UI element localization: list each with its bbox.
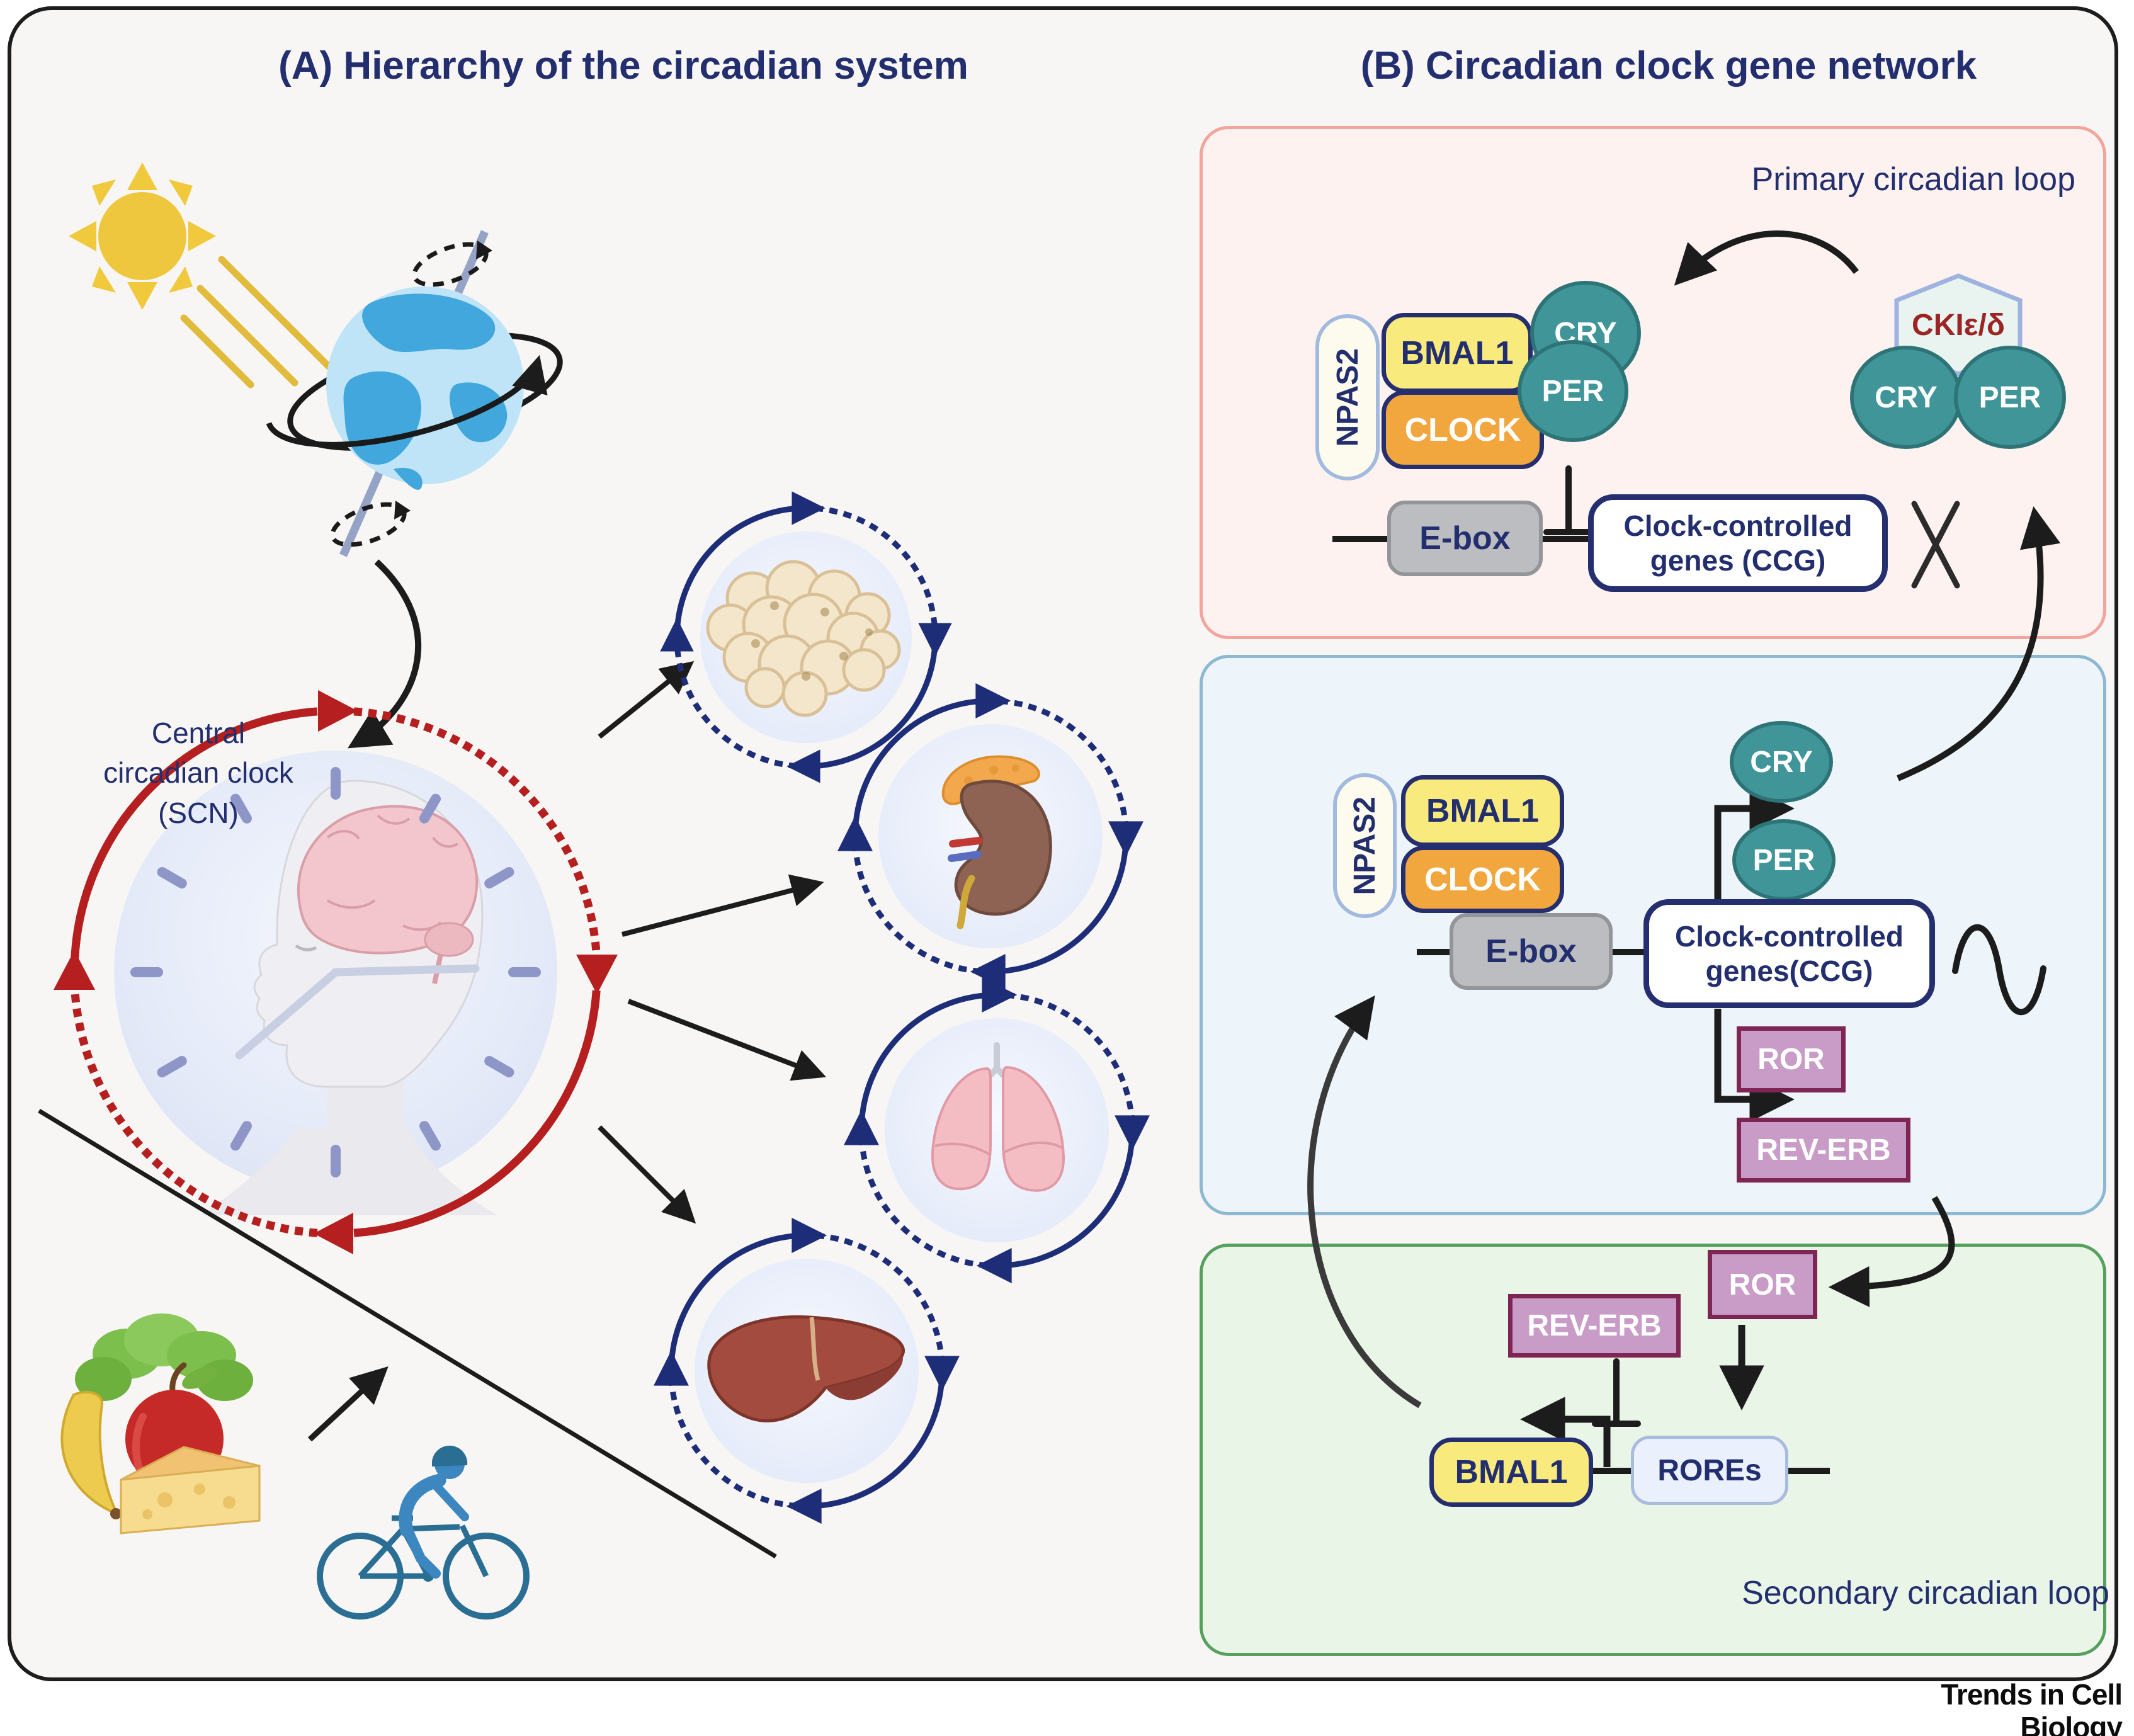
circadian-ring-icon — [54, 690, 618, 1254]
bmal1-box-core: BMAL1 — [1401, 775, 1564, 847]
scn-label-line1: Central — [151, 716, 246, 749]
ccg-box-primary: Clock-controlled genes (CCG) — [1588, 494, 1888, 592]
central-clock-icon — [54, 690, 618, 1254]
scn-label: Central circadian clock (SCN) — [76, 710, 321, 836]
npas2-box-primary: NPAS2 — [1315, 314, 1380, 480]
sun-icon — [69, 162, 332, 389]
oscillation-wave-icon — [1952, 924, 2046, 1015]
ccg-line2: genes (CCG) — [1650, 543, 1826, 577]
healthy-food-icon — [60, 1313, 261, 1535]
bmal1-box-primary: BMAL1 — [1382, 313, 1533, 393]
clock-box-core: CLOCK — [1401, 846, 1564, 913]
ror-box-core: ROR — [1737, 1026, 1846, 1092]
npas2-label: NPAS2 — [1331, 348, 1365, 447]
reverb-box-core: REV-ERB — [1737, 1118, 1910, 1183]
kidney-icon — [837, 683, 1144, 989]
reverb-to-secondary-arrow — [1828, 1196, 1955, 1307]
ccg-output-arrows — [1714, 786, 1795, 1122]
earth-rotation-icon — [266, 230, 563, 557]
ccg-box-core: Clock-controlled genes(CCG) — [1643, 899, 1935, 1008]
ccg-core-line2: genes(CCG) — [1705, 954, 1873, 987]
ebox-box-primary: E-box — [1387, 501, 1543, 576]
ccg-core-line1: Clock-controlled — [1675, 920, 1904, 953]
clock-to-organ-arrows — [598, 661, 827, 1224]
per-ellipse-cytoplasm: PER — [1954, 346, 2066, 449]
lungs-icon — [844, 977, 1150, 1283]
ebox-box-core: E-box — [1450, 913, 1613, 990]
bmal1-feedback-arrow — [1307, 995, 1422, 1409]
inhibition-tbar-secondary — [1592, 1358, 1641, 1427]
kinase-label: CKIε/δ — [1912, 309, 2005, 343]
scn-label-line2: circadian clock — [103, 756, 293, 790]
adipose-tissue-icon — [660, 491, 952, 783]
clock-ticks — [130, 767, 541, 1177]
secondary-loop-label: Secondary circadian loop — [1742, 1574, 2109, 1611]
lifestyle-to-clock-arrow — [307, 1366, 389, 1442]
complex-to-nucleus-arrow — [1674, 230, 1859, 286]
panel-b-title: (B) Circadian clock gene network — [1360, 44, 1977, 88]
transcription-arrow — [1520, 1397, 1611, 1467]
ror-box-secondary: ROR — [1708, 1250, 1817, 1319]
blocked-x-icon — [1911, 501, 1960, 589]
inhibition-tbar-primary — [1543, 465, 1594, 535]
rores-box: ROREs — [1631, 1436, 1788, 1505]
cryper-translocation-arrow — [1897, 506, 2061, 781]
panel-a-title: (A) Hierarchy of the circadian system — [278, 44, 968, 88]
primary-loop-label: Primary circadian loop — [1751, 161, 2075, 198]
cyclist-icon — [317, 1445, 530, 1620]
clock-box-primary: CLOCK — [1382, 390, 1544, 469]
ccg-line1: Clock-controlled — [1623, 509, 1853, 543]
journal-name: Trends in Cell Biology — [1941, 1678, 2123, 1736]
per-ellipse-core: PER — [1732, 819, 1836, 901]
earth-to-clock-arrow — [348, 559, 421, 749]
reverb-box-secondary: REV-ERB — [1508, 1294, 1681, 1358]
separator-line — [38, 1109, 777, 1558]
human-brain-icon — [201, 780, 497, 1215]
bmal1-box-secondary: BMAL1 — [1429, 1438, 1593, 1507]
clock-hands — [235, 964, 480, 1060]
scn-label-line3: (SCN) — [158, 796, 239, 829]
per-ellipse-primary: PER — [1518, 340, 1628, 442]
npas2-box-core: NPAS2 — [1333, 773, 1397, 918]
liver-icon — [654, 1218, 960, 1524]
cry-ellipse-core: CRY — [1730, 721, 1833, 803]
npas2-label-core: NPAS2 — [1348, 796, 1382, 895]
cry-ellipse-cytoplasm: CRY — [1850, 346, 1962, 449]
